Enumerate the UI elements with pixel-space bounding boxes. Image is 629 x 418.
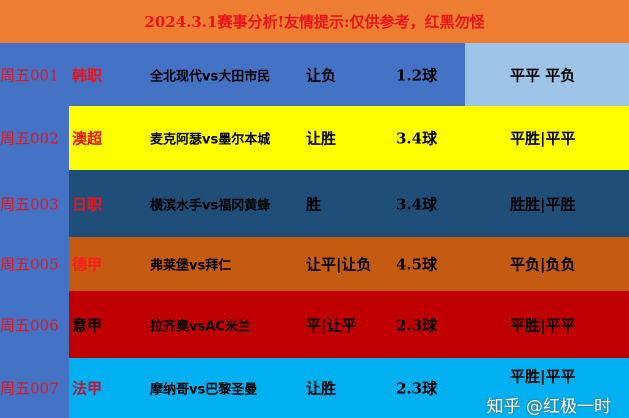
match-name: 弗莱堡vs拜仁 xyxy=(150,258,232,274)
league: 德甲 xyxy=(72,255,103,274)
goals: 4.5球 xyxy=(396,255,438,274)
prediction: 平胜|平平 xyxy=(510,367,576,386)
prediction: 平胜|平平 xyxy=(510,129,576,148)
handicap: 胜 xyxy=(306,195,322,213)
goals: 3.4球 xyxy=(396,129,438,148)
match-id: 周五005 xyxy=(0,255,59,274)
league: 澳超 xyxy=(72,129,103,148)
table-row: 周五006 意甲 拉齐奥vsAC米兰 平|让平 2.3球 平胜|平平 xyxy=(0,291,629,358)
match-id: 周五003 xyxy=(0,195,59,213)
row-background xyxy=(69,106,629,170)
match-id: 周五001 xyxy=(0,66,59,84)
league: 法甲 xyxy=(72,379,103,398)
row-background xyxy=(69,358,629,418)
handicap: 让负 xyxy=(306,66,337,84)
table-row: 周五002 澳超 麦克阿瑟vs墨尔本城 让胜 3.4球 平胜|平平 xyxy=(0,106,629,170)
table-row: 周五007 法甲 摩纳哥vs巴黎圣曼 让胜 2.3球 平胜|平平 xyxy=(0,358,629,418)
match-name: 麦克阿瑟vs墨尔本城 xyxy=(150,132,271,148)
prediction: 平负|负负 xyxy=(510,255,576,274)
watermark: 知乎 @红极一时 xyxy=(486,397,611,417)
match-id: 周五007 xyxy=(0,379,59,398)
league: 日职 xyxy=(72,195,103,213)
prediction: 平平 平负 xyxy=(510,66,576,84)
match-name: 横滨水手vs福冈黄蜂 xyxy=(150,198,271,213)
handicap: 平|让平 xyxy=(306,316,357,334)
handicap: 让胜 xyxy=(306,379,337,398)
row-background xyxy=(69,291,629,358)
table-row: 周五005 德甲 弗莱堡vs拜仁 让平|让负 4.5球 平负|负负 xyxy=(0,237,629,291)
row-background xyxy=(69,237,629,291)
table-row: 周五003 日职 横滨水手vs福冈黄蜂 胜 3.4球 胜胜|平胜 xyxy=(0,170,629,237)
row-background xyxy=(69,170,629,237)
league: 韩职 xyxy=(72,66,103,84)
match-name: 全北现代vs大田市民 xyxy=(150,69,271,84)
goals: 2.3球 xyxy=(396,316,438,334)
match-id: 周五002 xyxy=(0,129,59,148)
prediction: 平胜|平平 xyxy=(510,316,576,334)
match-name: 摩纳哥vs巴黎圣曼 xyxy=(150,382,258,398)
prediction-cell-bg xyxy=(465,43,629,106)
league: 意甲 xyxy=(72,316,103,334)
handicap: 让胜 xyxy=(306,129,337,148)
prediction: 胜胜|平胜 xyxy=(510,195,576,213)
goals: 3.4球 xyxy=(396,195,438,213)
goals: 1.2球 xyxy=(396,66,438,84)
match-id: 周五006 xyxy=(0,316,59,334)
page-title: 2024.3.1赛事分析!友情提示:仅供参考，红黑勿怪 xyxy=(0,0,629,43)
goals: 2.3球 xyxy=(396,379,438,398)
match-name: 拉齐奥vsAC米兰 xyxy=(150,319,251,334)
handicap: 让平|让负 xyxy=(306,255,372,274)
table-row: 周五001 韩职 全北现代vs大田市民 让负 1.2球 平平 平负 xyxy=(0,43,629,106)
